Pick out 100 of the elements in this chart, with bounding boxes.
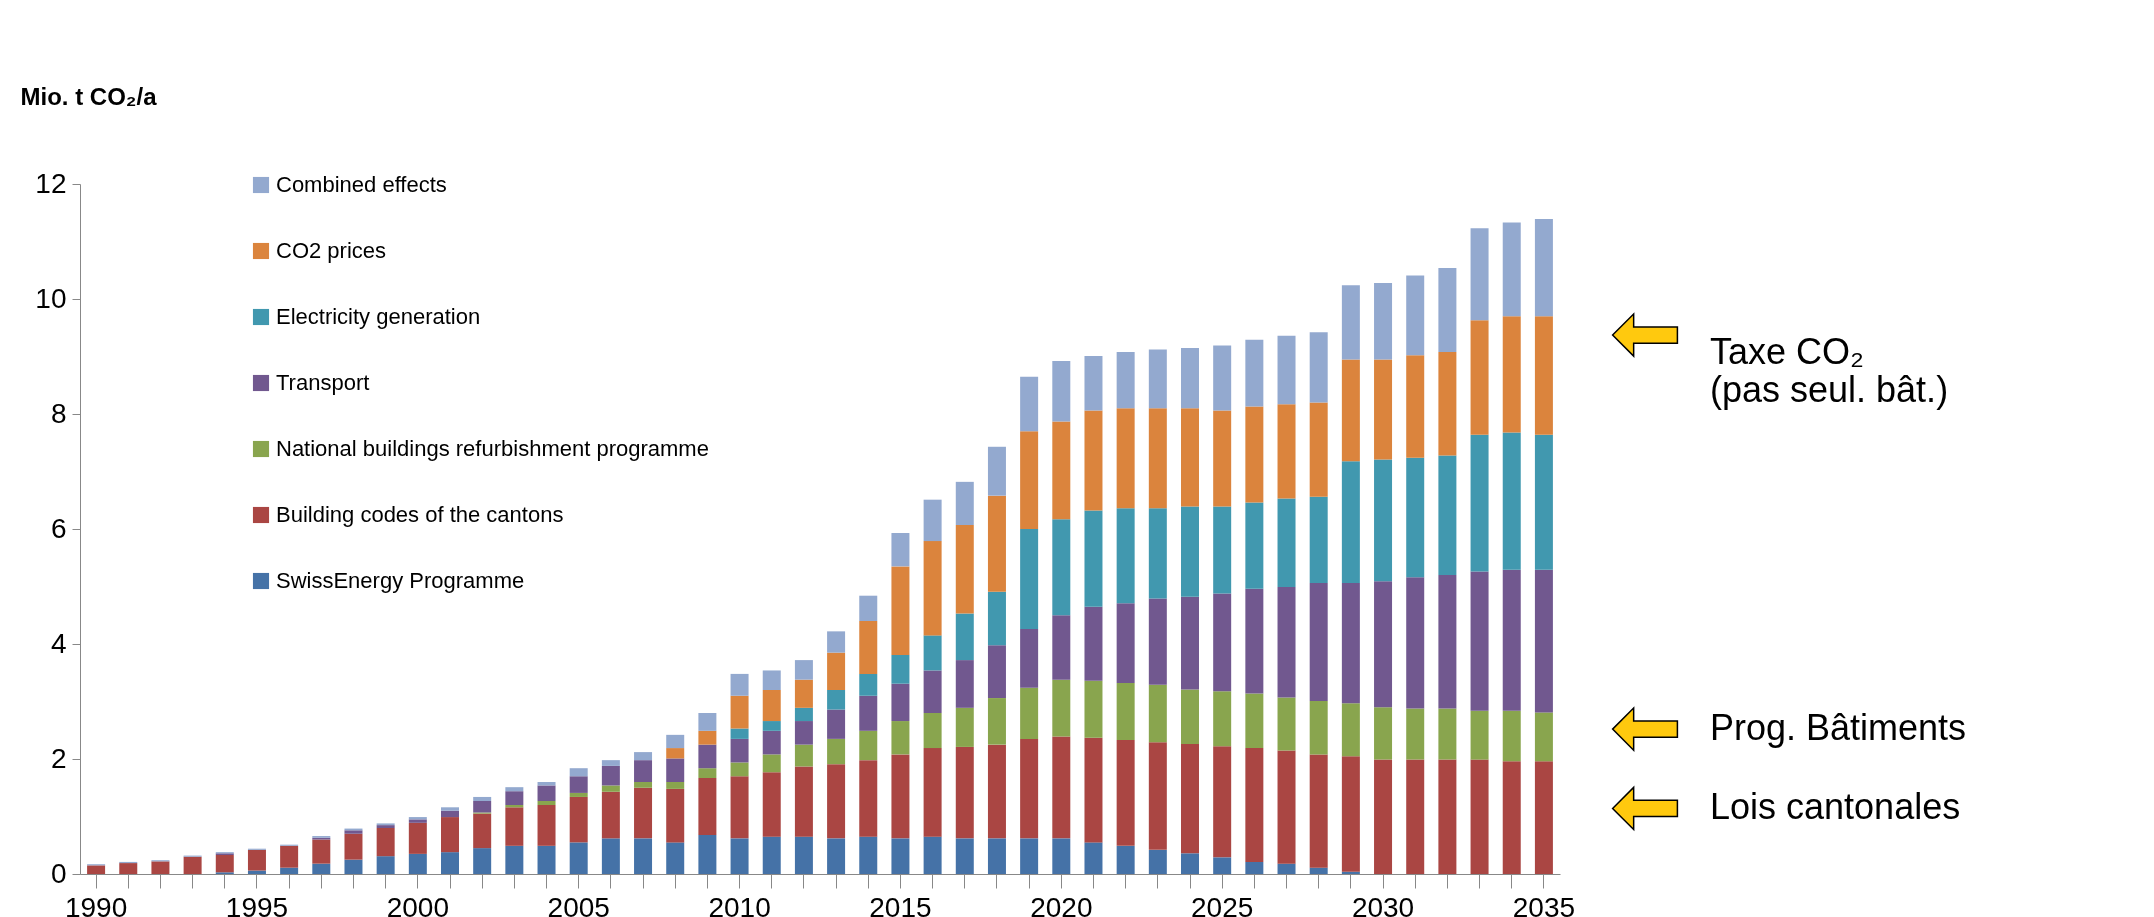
bar: [1534, 761, 1553, 874]
bar: [1502, 316, 1521, 433]
bar: [569, 796, 588, 843]
bar: [344, 859, 363, 874]
bar: [1084, 355, 1103, 411]
bar: [1534, 219, 1553, 317]
bar: [891, 566, 910, 655]
bar: [1438, 351, 1457, 456]
bar: [1020, 529, 1039, 630]
bar: [955, 613, 974, 661]
bar: [601, 765, 620, 786]
bar: [762, 721, 781, 731]
bar: [1213, 857, 1232, 874]
bar: [1181, 744, 1199, 854]
bar: [698, 768, 717, 778]
bar: [312, 863, 331, 874]
bar: [1406, 759, 1425, 874]
bar: [1052, 421, 1071, 520]
bar: [1245, 502, 1264, 589]
x-tick-label: 1990: [64, 891, 128, 917]
text: Taxe CO₂ (pas seul. bât.): [1710, 331, 1949, 411]
bar: [1470, 710, 1489, 760]
bar: [1406, 577, 1425, 709]
bar: [1470, 320, 1489, 435]
bar: [666, 788, 685, 843]
bar: [1374, 282, 1393, 360]
bar: [891, 533, 910, 567]
bar: [569, 768, 588, 777]
bar: [666, 734, 685, 749]
bar: [1020, 376, 1039, 432]
bar: [569, 776, 588, 793]
bar: [698, 834, 717, 874]
bar: [601, 838, 620, 874]
bar: [987, 838, 1006, 874]
bar: [634, 838, 653, 874]
bar: [1052, 519, 1071, 616]
bar: [1148, 408, 1167, 509]
bar: [955, 524, 974, 614]
bar: [1438, 759, 1457, 874]
y-tick-label: 4: [50, 627, 67, 659]
bar: [1020, 838, 1039, 874]
bar: [537, 785, 556, 801]
legend-label: National buildings refurbishment programme: [276, 436, 709, 461]
bar: [1084, 737, 1103, 843]
bar: [859, 621, 878, 674]
bar: [1116, 683, 1135, 741]
x-tick-label: 2000: [386, 891, 449, 917]
bar: [666, 748, 685, 759]
bar: [1309, 332, 1328, 403]
bar: [923, 836, 942, 874]
bar: [1052, 615, 1071, 680]
bar: [1277, 750, 1296, 864]
bar: [1084, 410, 1103, 511]
legend-label: Electricity generation: [276, 304, 481, 329]
bar: [1502, 569, 1521, 711]
bar: [1052, 736, 1071, 839]
bar: [505, 845, 524, 874]
bar: [955, 746, 974, 839]
bar: [762, 670, 781, 690]
bar: [634, 752, 653, 761]
bar: [1438, 267, 1457, 352]
bar: [1470, 759, 1489, 874]
bar: [1277, 404, 1296, 499]
bar: [1341, 461, 1360, 584]
bar: [1438, 708, 1457, 760]
bar: [762, 690, 781, 722]
bar: [827, 764, 846, 839]
bar: [1309, 700, 1328, 755]
bar: [1148, 849, 1167, 874]
bar: [441, 852, 459, 874]
bar: [859, 730, 878, 761]
bar: [505, 807, 524, 846]
y-tick-label: 8: [50, 397, 67, 429]
bar: [1502, 710, 1521, 762]
bar: [1116, 351, 1135, 409]
bar: [987, 591, 1006, 646]
bar: [1181, 408, 1199, 507]
bar: [1309, 754, 1328, 868]
bar: [1181, 347, 1199, 409]
bar: [987, 744, 1006, 839]
legend-label: Combined effects: [276, 172, 447, 197]
bar: [859, 695, 878, 731]
bar: [1213, 506, 1232, 594]
bar: [859, 595, 878, 621]
bar: [923, 541, 942, 636]
bar: [1245, 748, 1264, 862]
bar: [634, 787, 653, 839]
bar: [569, 842, 588, 874]
bar: [1148, 684, 1167, 743]
bar: [1148, 349, 1167, 409]
bar: [987, 495, 1006, 592]
bar: [537, 845, 556, 874]
bar: [794, 836, 813, 874]
bar: [1374, 707, 1393, 760]
bar: [1534, 712, 1553, 762]
bar: [408, 853, 427, 874]
bar: [505, 791, 524, 805]
bar: [441, 817, 459, 853]
bar: [891, 754, 910, 839]
bar: [762, 772, 781, 837]
